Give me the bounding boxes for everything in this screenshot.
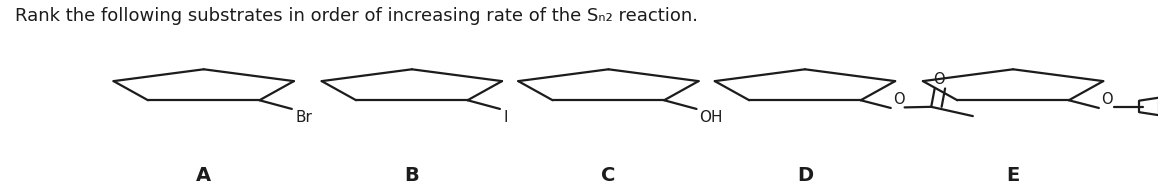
Text: OH: OH (699, 110, 722, 125)
Text: E: E (1006, 166, 1020, 185)
Text: O: O (1101, 92, 1113, 107)
Text: B: B (404, 166, 420, 185)
Text: O: O (933, 72, 945, 86)
Text: C: C (602, 166, 615, 185)
Text: D: D (797, 166, 812, 185)
Text: Rank the following substrates in order of increasing rate of the Sₙ₂ reaction.: Rank the following substrates in order o… (15, 7, 698, 25)
Text: A: A (196, 166, 211, 185)
Text: Br: Br (296, 110, 312, 125)
Text: I: I (503, 110, 508, 125)
Text: O: O (894, 92, 905, 107)
